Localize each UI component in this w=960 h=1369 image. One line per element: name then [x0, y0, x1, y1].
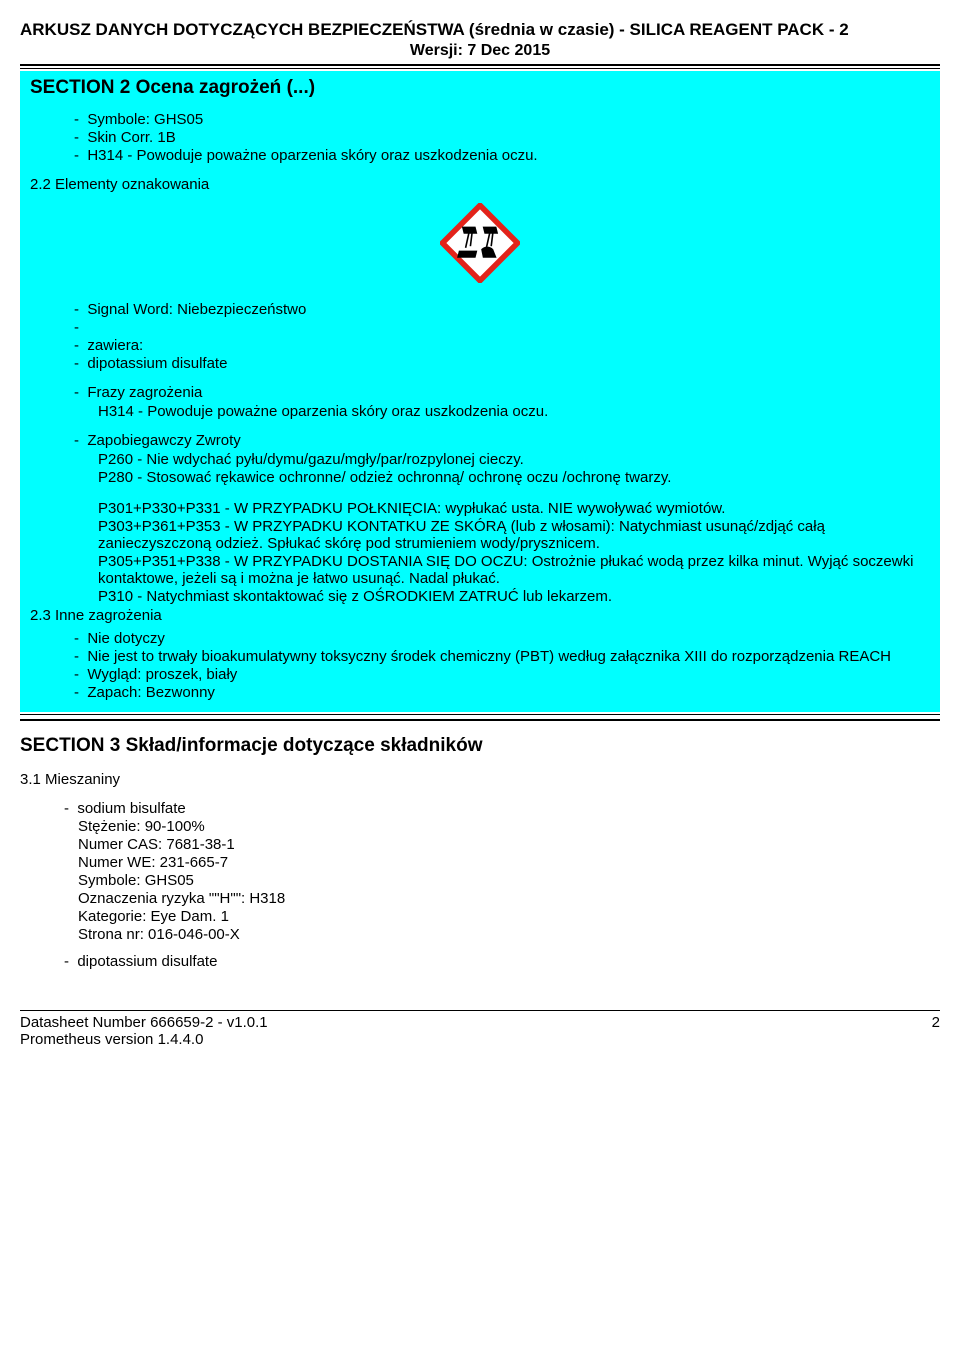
section-divider-thin	[20, 714, 940, 715]
precaution-lead: Zapobiegawczy Zwroty	[74, 432, 930, 449]
hazard-phrases: Frazy zagrożenia	[74, 384, 930, 401]
ingredient-detail: Kategorie: Eye Dam. 1	[78, 908, 940, 925]
section-2-block: SECTION 2 Ocena zagrożeń (...) Symbole: …	[20, 71, 940, 712]
ingredient-detail: Numer CAS: 7681-38-1	[78, 836, 940, 853]
page-container: ARKUSZ DANYCH DOTYCZĄCYCH BEZPIECZEŃSTWA…	[20, 0, 940, 1064]
doc-version: Wersji: 7 Dec 2015	[20, 42, 940, 60]
hazard-lines: H314 - Powoduje poważne oparzenia skóry …	[98, 403, 930, 420]
ghs-corrosion-icon	[440, 203, 520, 283]
response-line: P303+P361+P353 - W PRZYPADKU KONTATKU ZE…	[98, 518, 930, 552]
section-2-heading: SECTION 2 Ocena zagrożeń (...)	[30, 77, 930, 99]
other-hazards-list: Nie dotyczy Nie jest to trwały bioakumul…	[74, 630, 930, 701]
list-item: Signal Word: Niebezpieczeństwo	[74, 301, 930, 318]
ingredient-detail: Symbole: GHS05	[78, 872, 940, 889]
ingredient-name: dipotassium disulfate	[64, 953, 940, 970]
ingredient-1: sodium bisulfate Stężenie: 90-100% Numer…	[64, 800, 940, 943]
footer-page-number: 2	[932, 1014, 940, 1048]
list-item	[74, 319, 930, 336]
list-item: Zapach: Bezwonny	[74, 684, 930, 701]
section-3-heading: SECTION 3 Skład/informacje dotyczące skł…	[20, 735, 940, 757]
page-footer: Datasheet Number 666659-2 - v1.0.1 Prome…	[20, 1010, 940, 1054]
response-line: P305+P351+P338 - W PRZYPADKU DOSTANIA SI…	[98, 553, 930, 587]
header-rule-thick	[20, 64, 940, 66]
subsection-3-1: 3.1 Mieszaniny	[20, 771, 940, 788]
ingredient-name: sodium bisulfate	[64, 800, 940, 817]
list-item: Skin Corr. 1B	[74, 129, 930, 146]
list-item: Symbole: GHS05	[74, 111, 930, 128]
subsection-2-3: 2.3 Inne zagrożenia	[30, 607, 930, 624]
ingredient-detail: Stężenie: 90-100%	[78, 818, 940, 835]
list-item: dipotassium disulfate	[74, 355, 930, 372]
software-version: Prometheus version 1.4.4.0	[20, 1031, 268, 1048]
footer-left: Datasheet Number 666659-2 - v1.0.1 Prome…	[20, 1014, 268, 1048]
list-item: Nie jest to trwały bioakumulatywny toksy…	[74, 648, 930, 665]
ghs-pictogram-wrap	[30, 203, 930, 287]
response-line: P301+P330+P331 - W PRZYPADKU POŁKNIĘCIA:…	[98, 500, 930, 517]
ingredient-2: dipotassium disulfate	[64, 953, 940, 970]
response-line: P310 - Natychmiast skontaktować się z OŚ…	[98, 588, 930, 605]
response-lines: P301+P330+P331 - W PRZYPADKU POŁKNIĘCIA:…	[98, 500, 930, 605]
header-rule-thin	[20, 68, 940, 69]
list-item: H314 - Powoduje poważne oparzenia skóry …	[74, 147, 930, 164]
precaution-phrases: Zapobiegawczy Zwroty	[74, 432, 930, 449]
list-item: Nie dotyczy	[74, 630, 930, 647]
precaution-line: P260 - Nie wdychać pyłu/dymu/gazu/mgły/p…	[98, 451, 930, 468]
hazard-line: H314 - Powoduje poważne oparzenia skóry …	[98, 403, 930, 420]
signal-word-list: Signal Word: Niebezpieczeństwo zawiera: …	[74, 301, 930, 372]
doc-title: ARKUSZ DANYCH DOTYCZĄCYCH BEZPIECZEŃSTWA…	[20, 20, 940, 40]
section-2-top-list: Symbole: GHS05 Skin Corr. 1B H314 - Powo…	[74, 111, 930, 164]
ingredient-detail: Oznaczenia ryzyka ""H"": H318	[78, 890, 940, 907]
list-item: zawiera:	[74, 337, 930, 354]
section-divider-thick	[20, 719, 940, 721]
ingredient-detail: Strona nr: 016-046-00-X	[78, 926, 940, 943]
precaution-lines: P260 - Nie wdychać pyłu/dymu/gazu/mgły/p…	[98, 451, 930, 486]
precaution-line: P280 - Stosować rękawice ochronne/ odzie…	[98, 469, 930, 486]
datasheet-number: Datasheet Number 666659-2 - v1.0.1	[20, 1014, 268, 1031]
list-item: Wygląd: proszek, biały	[74, 666, 930, 683]
hazard-lead: Frazy zagrożenia	[74, 384, 930, 401]
subsection-2-2: 2.2 Elementy oznakowania	[30, 176, 930, 193]
ingredient-detail: Numer WE: 231-665-7	[78, 854, 940, 871]
